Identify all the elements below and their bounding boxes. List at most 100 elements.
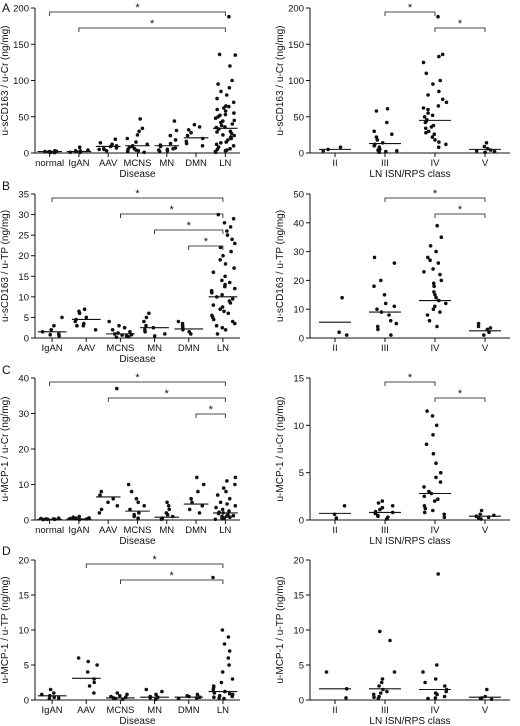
data-point — [214, 505, 218, 510]
data-point — [428, 258, 432, 263]
data-point — [142, 150, 146, 155]
data-point — [433, 677, 438, 681]
data-point — [443, 684, 447, 688]
data-point — [394, 321, 399, 326]
significance-star: * — [408, 372, 413, 384]
data-point — [230, 78, 234, 83]
significance-star: * — [408, 2, 413, 14]
data-point — [423, 126, 428, 131]
data-point — [426, 111, 430, 115]
data-point — [431, 281, 436, 286]
data-point — [215, 107, 219, 112]
x-tick-label: IV — [431, 705, 441, 716]
significance-bracket — [107, 397, 226, 402]
significance-star: * — [458, 204, 463, 216]
data-point — [99, 489, 104, 494]
panel-letter-A: A — [2, 1, 10, 15]
data-point — [223, 125, 227, 129]
y-tick-label: 15 — [18, 272, 29, 283]
y-tick-label: 15 — [293, 591, 304, 602]
x-tick-label: III — [381, 343, 389, 354]
y-tick-label: 35 — [18, 190, 29, 201]
x-tick-label: V — [482, 343, 489, 354]
y-tick-label: 30 — [18, 409, 29, 420]
data-point — [436, 497, 440, 502]
data-point — [168, 141, 173, 146]
data-point — [232, 266, 236, 270]
y-tick-label: 0 — [299, 334, 304, 345]
significance-star: * — [135, 2, 140, 14]
significance-star: * — [433, 188, 438, 200]
data-point — [144, 323, 148, 328]
y-tick-label: 150 — [13, 40, 29, 51]
data-point — [195, 692, 200, 697]
data-point — [431, 433, 435, 437]
data-point — [233, 475, 238, 480]
x-tick-label: DMN — [185, 158, 207, 169]
significance-star: * — [204, 236, 209, 248]
data-point — [200, 144, 205, 148]
data-point — [39, 516, 43, 521]
data-point — [217, 510, 221, 514]
data-point — [220, 305, 225, 309]
y-tick-label: 30 — [18, 210, 29, 221]
data-point — [384, 149, 388, 154]
data-point — [438, 272, 442, 277]
data-point — [432, 499, 437, 503]
y-tick-label: 10 — [293, 421, 304, 432]
data-point — [421, 670, 425, 674]
data-point — [215, 493, 220, 497]
x-tick-label: normal — [35, 158, 64, 169]
y-axis-title: u-MCP-1 / u-TP (ng/mg) — [275, 576, 286, 683]
x-tick-label: III — [381, 158, 389, 169]
data-point — [430, 113, 435, 118]
x-tick-label: AAV — [77, 705, 96, 716]
data-point — [97, 511, 102, 515]
data-point — [230, 297, 235, 301]
data-point — [439, 278, 444, 283]
y-tick-label: 10 — [293, 305, 304, 316]
data-point — [216, 82, 220, 86]
data-point — [195, 475, 199, 480]
x-tick-label: MCNS — [124, 525, 152, 536]
panel-letter-D: D — [2, 544, 11, 558]
data-point — [218, 258, 222, 262]
data-point — [99, 507, 104, 512]
data-point — [107, 319, 111, 324]
data-point — [440, 52, 445, 57]
significance-star: * — [135, 372, 140, 384]
significance-bracket — [120, 213, 224, 218]
data-point — [115, 504, 120, 508]
data-point — [180, 321, 185, 326]
data-point — [390, 132, 394, 136]
y-tick-label: 200 — [13, 4, 29, 15]
data-point — [478, 512, 483, 517]
data-point — [429, 125, 434, 129]
data-point — [433, 691, 438, 695]
data-point — [211, 685, 216, 690]
data-point — [56, 696, 61, 700]
data-point — [230, 677, 235, 681]
significance-bracket — [51, 197, 224, 202]
y-tick-label: 50 — [18, 112, 29, 123]
data-point — [218, 307, 222, 312]
data-point — [189, 496, 193, 501]
data-point — [377, 684, 381, 688]
data-point — [225, 502, 229, 506]
data-point — [228, 64, 232, 68]
data-point — [219, 680, 224, 685]
data-point — [422, 494, 427, 499]
data-point — [122, 325, 127, 330]
data-point — [187, 507, 192, 512]
x-axis-title: LN ISN/RPS class — [369, 536, 450, 547]
data-point — [147, 311, 151, 316]
significance-bracket — [120, 579, 224, 584]
data-point — [221, 253, 225, 258]
data-point — [221, 119, 225, 123]
panel-3: 0 5 10 15 20 25 30 35 IgAN AAV MCNS MN DMN LN Disease u… — [0, 188, 240, 365]
data-point — [422, 504, 427, 508]
data-point — [222, 696, 226, 701]
y-tick-label: 25 — [18, 231, 29, 242]
data-point — [220, 507, 225, 512]
data-point — [444, 689, 449, 694]
